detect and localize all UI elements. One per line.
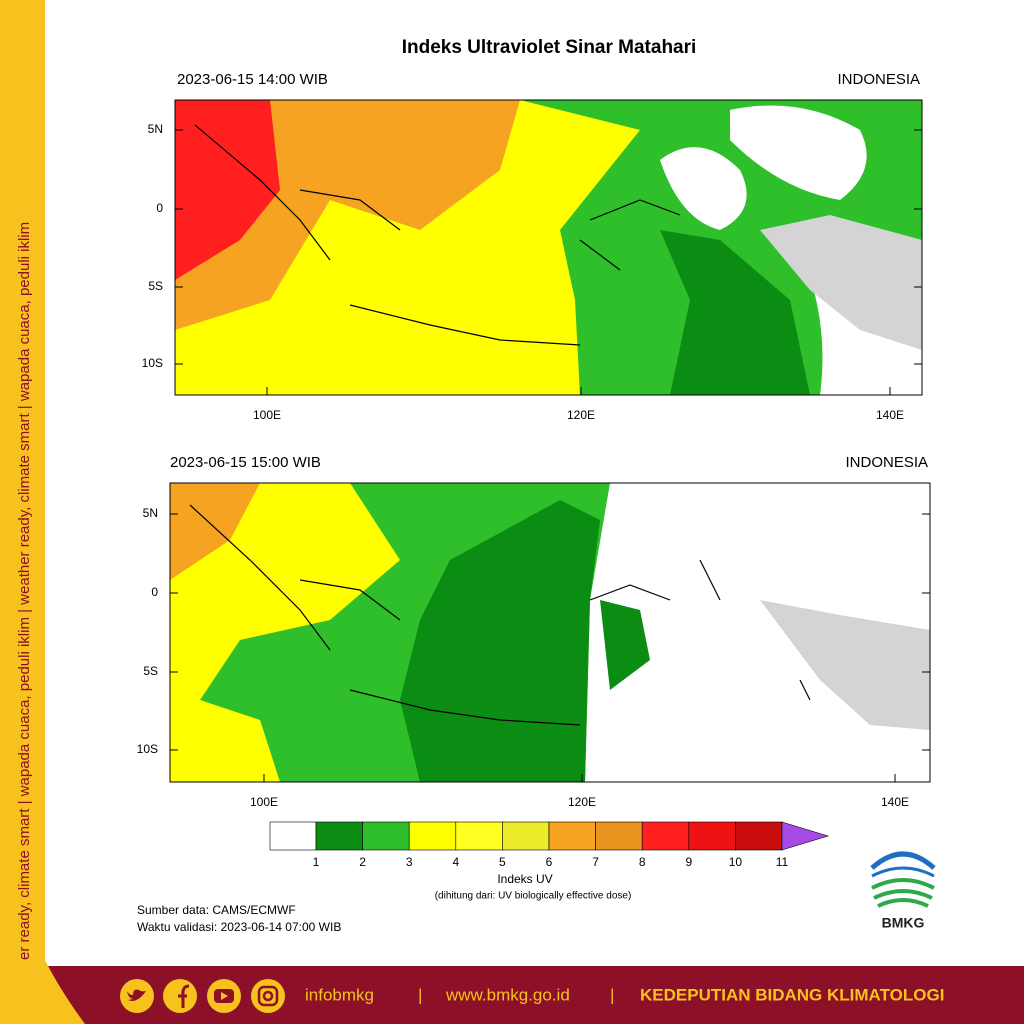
- side-text: weather ready, climate smart | wapada cu…: [16, 222, 33, 1001]
- footer-url: www.bmkg.go.id: [445, 985, 570, 1004]
- colorbar-tick-label: 6: [546, 855, 553, 869]
- colorbar-tick-label: 10: [729, 855, 743, 869]
- map-2-frame: [169, 482, 931, 783]
- lon-label: 120E: [568, 795, 596, 809]
- lat-label: 5N: [143, 506, 158, 520]
- logo-mark: [870, 848, 936, 912]
- source: Sumber data: CAMS/ECMWF: [137, 903, 296, 917]
- lat-label: 5N: [148, 122, 163, 136]
- lon-label: 140E: [881, 795, 909, 809]
- colorbar-tick-label: 8: [639, 855, 646, 869]
- colorbar-tick-label: 2: [359, 855, 366, 869]
- colorbar-box: [269, 821, 317, 851]
- colorbar-label: Indeks UV: [497, 872, 552, 886]
- colorbar-box: [641, 821, 690, 851]
- colorbar-tick-label: 4: [452, 855, 459, 869]
- colorbar-tick-label: 1: [313, 855, 320, 869]
- side-strip: [0, 0, 45, 1024]
- footer-separator: |: [418, 985, 422, 1004]
- colorbar-box: [315, 821, 363, 851]
- footer-handle: infobmkg: [305, 985, 374, 1004]
- lat-label: 10S: [142, 356, 163, 370]
- colorbar-tick-label: 11: [776, 855, 789, 869]
- map-region: INDONESIA: [845, 454, 928, 471]
- lat-label: 5S: [143, 664, 158, 678]
- colorbar-box: [502, 821, 550, 851]
- lat-label: 0: [151, 585, 158, 599]
- map-region: INDONESIA: [837, 71, 920, 88]
- lat-label: 5S: [148, 279, 163, 293]
- map-datetime: 2023-06-15 14:00 WIB: [177, 71, 328, 88]
- lat-label: 0: [156, 201, 163, 215]
- colorbar-box: [688, 821, 736, 851]
- colorbar: 1 2 3 4 5 6 7 8 9 10 11: [269, 821, 830, 869]
- logo-text: BMKG: [882, 915, 925, 931]
- colorbar-box: [362, 821, 410, 851]
- map-1-frame: [174, 99, 923, 396]
- colorbar-tick-label: 3: [406, 855, 413, 869]
- footer-department: KEDEPUTIAN BIDANG KLIMATOLOGI: [640, 985, 944, 1004]
- footer-accent: [0, 960, 85, 1024]
- colorbar-box: [735, 821, 783, 851]
- colorbar-box: [595, 821, 643, 851]
- lon-label: 120E: [567, 408, 595, 422]
- validity: Waktu validasi: 2023-06-14 07:00 WIB: [137, 920, 341, 934]
- colorbar-box: [548, 821, 596, 851]
- lon-label: 100E: [253, 408, 281, 422]
- colorbar-tick-label: 5: [499, 855, 506, 869]
- colorbar-box: [455, 821, 503, 851]
- lon-label: 140E: [876, 408, 904, 422]
- colorbar-note: (dihitung dari: UV biologically effectiv…: [435, 891, 632, 902]
- colorbar-box: [408, 821, 457, 851]
- colorbar-tick-label: 7: [592, 855, 599, 869]
- colorbar-tick-label: 9: [685, 855, 692, 869]
- lat-label: 10S: [137, 742, 158, 756]
- lon-label: 100E: [250, 795, 278, 809]
- social-icons: [120, 979, 285, 1013]
- title: Indeks Ultraviolet Sinar Matahari: [402, 37, 697, 58]
- colorbar-arrow: [781, 821, 830, 851]
- map-1-field: [175, 100, 922, 395]
- map-datetime: 2023-06-15 15:00 WIB: [170, 454, 321, 471]
- footer-separator: |: [610, 985, 614, 1004]
- map-2-field: [170, 483, 930, 782]
